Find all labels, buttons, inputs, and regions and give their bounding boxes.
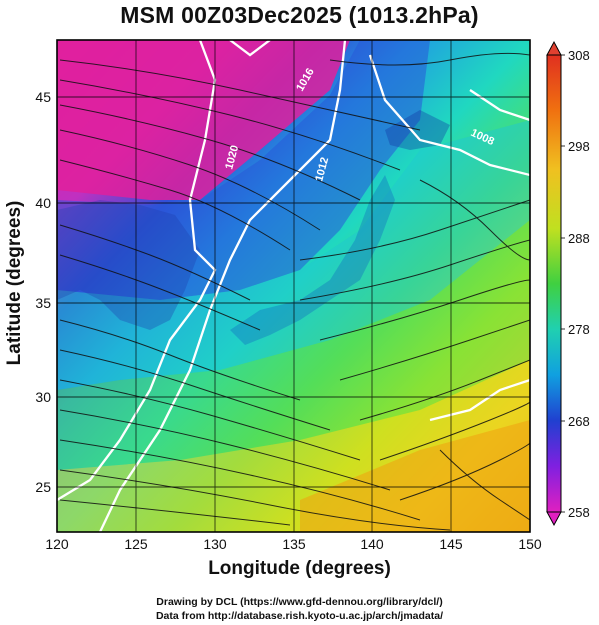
- credit-drawing: Drawing by DCL (https://www.gfd-dennou.o…: [156, 596, 443, 608]
- colorbar-min-arrow: [546, 511, 562, 527]
- x-tick-label: 145: [439, 536, 463, 552]
- x-tick-labels: 120 125 130 135 140 145 150: [45, 536, 542, 552]
- x-axis-label: Longitude (degrees): [208, 558, 391, 579]
- x-tick-label: 135: [282, 536, 306, 552]
- colorbar-label: 308: [568, 48, 590, 63]
- x-tick-label: 125: [124, 536, 148, 552]
- y-tick-label: 35: [35, 295, 51, 311]
- colorbar-label: 298: [568, 139, 590, 154]
- x-tick-label: 130: [203, 536, 227, 552]
- colorbar-label: 278: [568, 322, 590, 337]
- y-axis-label: Latitude (degrees): [4, 200, 25, 366]
- wind-streamlines: [59, 52, 530, 531]
- hokkaido-landmass: [385, 110, 450, 150]
- japan-landmass: [230, 175, 395, 345]
- x-tick-label: 150: [518, 536, 542, 552]
- colorbar-labels: 308 298 288 278 268 258: [568, 48, 590, 520]
- korea-landmass: [57, 200, 200, 330]
- y-tick-labels: 25 30 35 40 45: [35, 89, 51, 495]
- credit-data: Data from http://database.rish.kyoto-u.a…: [155, 610, 444, 622]
- x-tick-label: 120: [45, 536, 69, 552]
- map-grid: [57, 40, 530, 532]
- colorbar-label: 258: [568, 505, 590, 520]
- x-tick-label: 140: [360, 536, 384, 552]
- chart-title: MSM 00Z03Dec2025 (1013.2hPa): [120, 2, 479, 28]
- y-tick-label: 45: [35, 89, 51, 105]
- y-tick-label: 40: [35, 195, 51, 211]
- y-tick-label: 30: [35, 389, 51, 405]
- colorbar-label: 288: [568, 231, 590, 246]
- colorbar-label: 268: [568, 414, 590, 429]
- y-tick-label: 25: [35, 479, 51, 495]
- temperature-field: [57, 40, 530, 532]
- colorbar: 308 298 288 278 268 258: [546, 40, 590, 527]
- colorbar-max-arrow: [546, 40, 562, 56]
- isobars: [57, 40, 530, 532]
- plot-frame: [56, 39, 531, 533]
